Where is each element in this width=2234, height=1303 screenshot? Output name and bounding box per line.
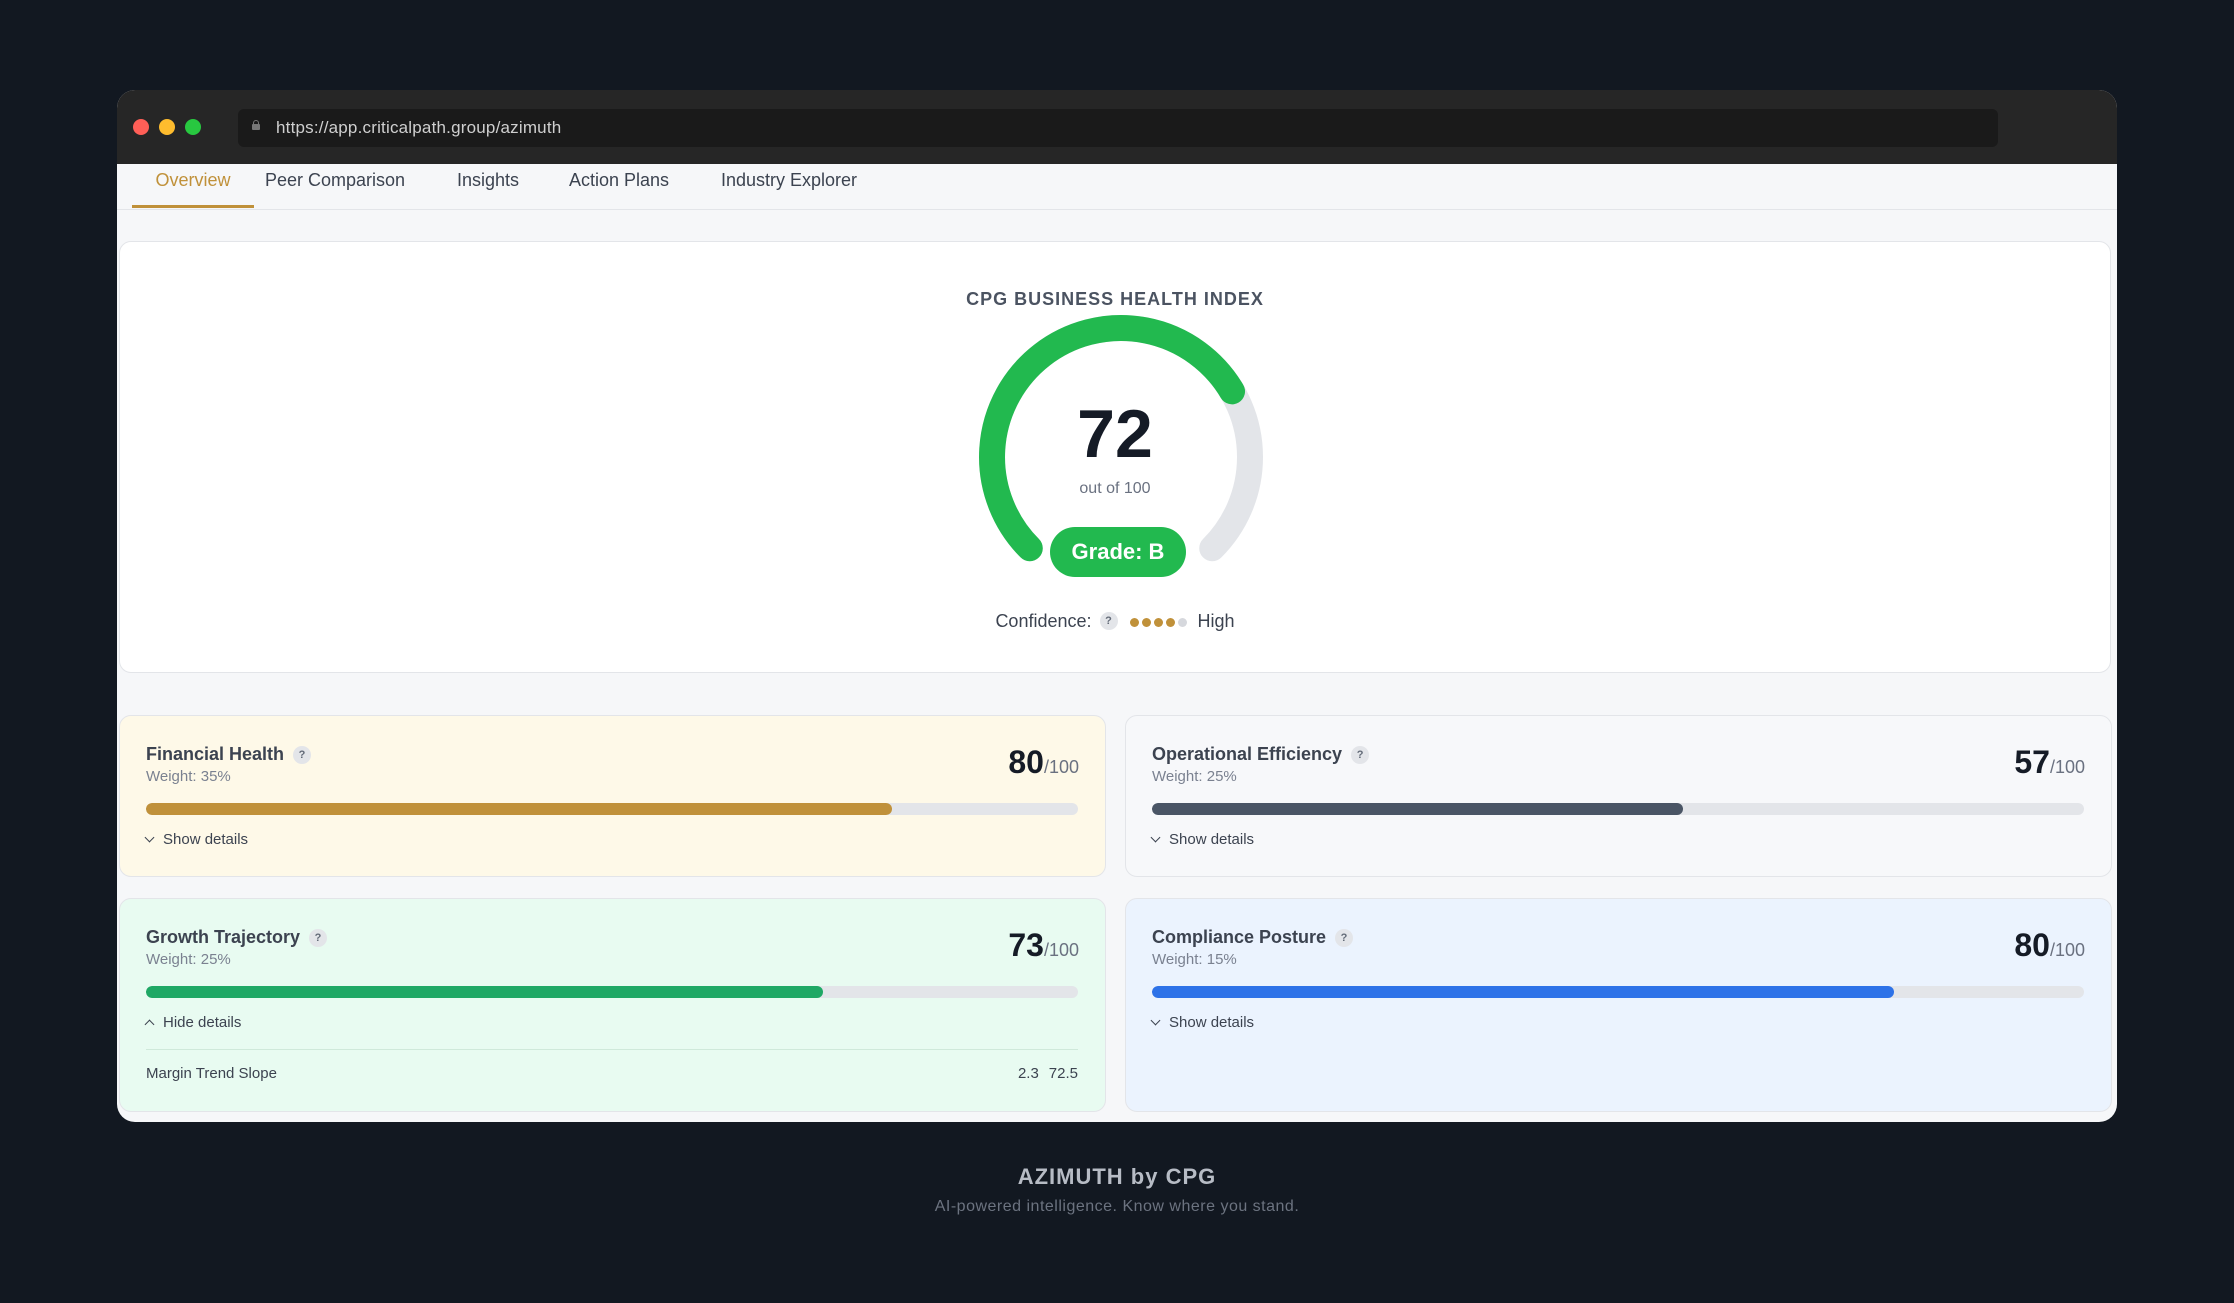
detail-row: Margin Trend Slope 2.3 72.5: [146, 1065, 1078, 1082]
health-index-title: CPG BUSINESS HEALTH INDEX: [966, 289, 1264, 309]
browser-titlebar: https://app.criticalpath.group/azimuth: [117, 90, 2117, 164]
card-score-value: 73: [1008, 927, 1044, 963]
card-weight: Weight: 25%: [146, 951, 231, 968]
help-icon[interactable]: ?: [293, 745, 312, 764]
card-growth-trajectory: Growth Trajectory? Weight: 25% 73/100 Hi…: [119, 898, 1106, 1112]
tab-overview[interactable]: Overview: [132, 164, 254, 208]
health-index-score-sub: out of 100: [1079, 480, 1151, 497]
card-progress-fill: [1152, 986, 1894, 998]
tab-peer-comparison[interactable]: Peer Comparison: [265, 170, 406, 190]
url-text[interactable]: https://app.criticalpath.group/azimuth: [276, 118, 562, 137]
card-score: 80/100: [2014, 927, 2085, 964]
card-score-denominator: /100: [1043, 940, 1079, 960]
confidence-row: Confidence: ? High: [120, 609, 2110, 633]
close-window-button[interactable]: [133, 119, 149, 135]
card-title-text: Compliance Posture: [1152, 927, 1327, 947]
card-score-value: 80: [1008, 744, 1044, 780]
minimize-window-button[interactable]: [159, 119, 175, 135]
confidence-dot-filled: [1153, 617, 1163, 627]
tab-industry-explorer[interactable]: Industry Explorer: [721, 170, 858, 190]
card-score: 80/100: [1008, 744, 1079, 781]
detail-values: 2.3 72.5: [1008, 1065, 1078, 1082]
toggle-label: Show details: [1169, 1014, 1255, 1031]
card-operational-efficiency: Operational Efficiency? Weight: 25% 57/1…: [1125, 715, 2112, 877]
help-icon[interactable]: ?: [309, 928, 328, 947]
card-score-denominator: /100: [2049, 757, 2085, 777]
help-icon[interactable]: ?: [1099, 612, 1118, 630]
confidence-dot-filled: [1129, 617, 1139, 627]
tab-insights[interactable]: Insights: [457, 170, 520, 190]
maximize-window-button[interactable]: [185, 119, 201, 135]
detail-label: Margin Trend Slope: [146, 1065, 277, 1082]
toggle-label: Show details: [1169, 831, 1255, 848]
health-index-panel: CPG BUSINESS HEALTH INDEX 72 out of 100 …: [119, 241, 2111, 673]
card-weight: Weight: 35%: [146, 768, 231, 785]
card-progress-fill: [146, 986, 823, 998]
confidence-dot-filled: [1141, 617, 1151, 627]
chevron-down-icon: [1150, 1015, 1161, 1026]
health-index-score: 72: [1077, 396, 1153, 472]
card-score-denominator: /100: [1043, 757, 1079, 777]
help-icon[interactable]: ?: [1335, 928, 1354, 947]
card-progress-track: [146, 986, 1078, 998]
card-title: Compliance Posture?: [1152, 927, 1354, 948]
card-score: 73/100: [1008, 927, 1079, 964]
grade-badge: Grade: B: [1050, 527, 1186, 577]
footer-subtitle: AI-powered intelligence. Know where you …: [934, 1198, 1300, 1215]
chevron-down-icon: [1150, 832, 1161, 843]
gauge-fill: [979, 315, 1246, 562]
card-title: Growth Trajectory?: [146, 927, 328, 948]
help-icon[interactable]: ?: [1351, 745, 1370, 764]
toggle-label: Hide details: [163, 1014, 242, 1031]
show-details-toggle[interactable]: Show details: [144, 831, 249, 848]
tab-action-plans[interactable]: Action Plans: [569, 170, 670, 190]
tab-bar: Overview Peer Comparison Insights Action…: [117, 164, 2117, 210]
health-index-gauge: [979, 315, 1263, 562]
card-title: Operational Efficiency?: [1152, 744, 1370, 765]
chevron-down-icon: [144, 832, 155, 843]
card-progress-fill: [1152, 803, 1684, 815]
card-progress-track: [1152, 803, 2084, 815]
card-title-text: Operational Efficiency: [1152, 744, 1343, 764]
confidence-dot-filled: [1165, 617, 1175, 627]
card-financial-health: Financial Health? Weight: 35% 80/100 Sho…: [119, 715, 1106, 877]
card-score-value: 80: [2014, 927, 2050, 963]
card-weight: Weight: 25%: [1152, 768, 1237, 785]
card-progress-track: [1152, 986, 2084, 998]
chevron-up-icon: [144, 1019, 155, 1030]
show-details-toggle[interactable]: Show details: [1150, 831, 1255, 848]
card-compliance-posture: Compliance Posture? Weight: 15% 80/100 S…: [1125, 898, 2112, 1112]
card-score: 57/100: [2014, 744, 2085, 781]
detail-value: 2.3: [1017, 1065, 1039, 1082]
detail-score: 72.5: [1048, 1065, 1078, 1082]
card-progress-fill: [146, 803, 892, 815]
toggle-label: Show details: [163, 831, 249, 848]
lock-icon: [252, 120, 260, 131]
confidence-level: High: [1197, 610, 1235, 631]
address-bar[interactable]: https://app.criticalpath.group/azimuth: [238, 109, 1998, 147]
confidence-label: Confidence:: [995, 610, 1092, 631]
show-details-toggle[interactable]: Show details: [1150, 1014, 1255, 1031]
card-title-text: Financial Health: [146, 744, 285, 764]
footer-title: AZIMUTH by CPG: [1017, 1164, 1217, 1189]
confidence-dot-empty: [1177, 617, 1187, 627]
hide-details-toggle[interactable]: Hide details: [144, 1014, 242, 1031]
card-title: Financial Health?: [146, 744, 312, 765]
card-score-value: 57: [2014, 744, 2050, 780]
card-score-denominator: /100: [2049, 940, 2085, 960]
card-title-text: Growth Trajectory: [146, 927, 301, 947]
details-divider: [146, 1049, 1078, 1050]
card-progress-track: [146, 803, 1078, 815]
card-weight: Weight: 15%: [1152, 951, 1237, 968]
browser-window: https://app.criticalpath.group/azimuth O…: [117, 90, 2117, 1122]
confidence-dots: [1129, 611, 1190, 632]
